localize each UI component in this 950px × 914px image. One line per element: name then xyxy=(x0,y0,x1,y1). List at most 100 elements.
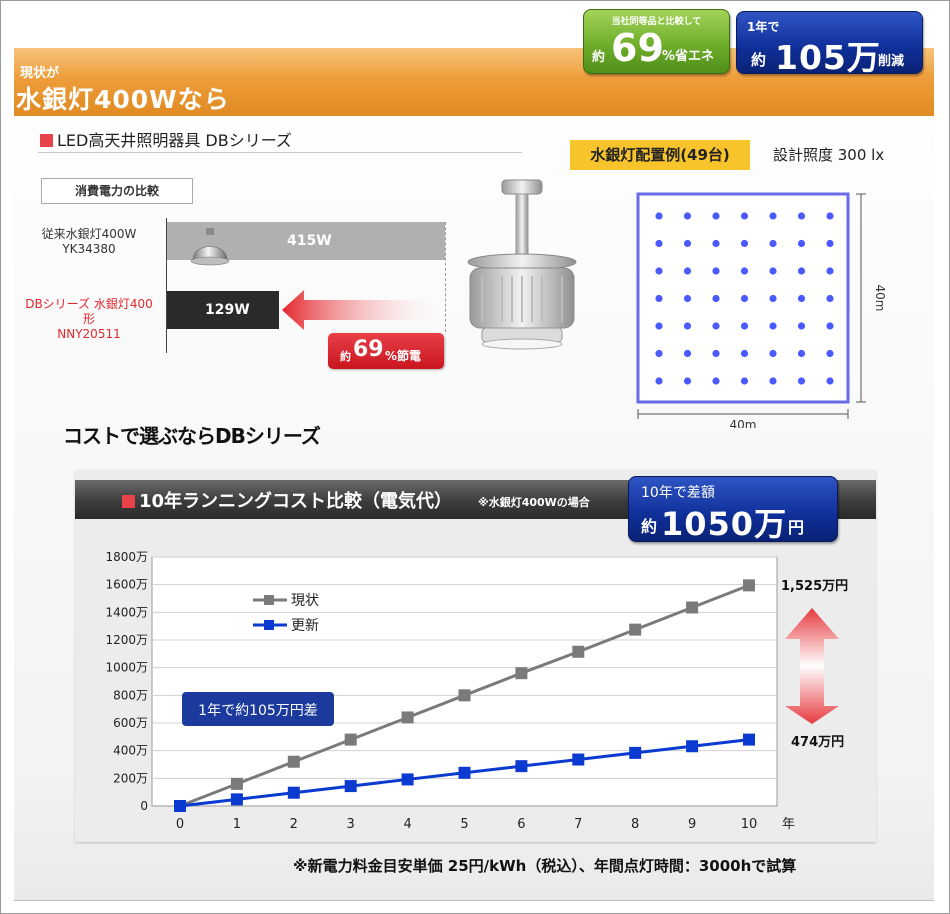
ten-year-difference-badge: 10年で差額 約 1050万 円 xyxy=(628,476,838,543)
lamp-position-dot xyxy=(769,349,777,358)
lamp-position-dot xyxy=(826,349,834,358)
lamp-position-dot xyxy=(712,377,720,385)
badge-unit: %節電 xyxy=(385,349,422,363)
running-cost-chart: 0200万400万600万800万1000万1200万1400万1600万180… xyxy=(105,550,848,832)
data-point xyxy=(458,689,471,702)
dashed-guide xyxy=(445,222,446,332)
power-saving-badge: 約 69 %節電 xyxy=(328,333,444,369)
lamp-position-dot xyxy=(797,212,806,220)
lamp-position-dot xyxy=(826,239,834,248)
badge-caption: 10年で差額 xyxy=(641,485,715,501)
x-tick-label: 8 xyxy=(631,817,639,832)
badge-value: 69 xyxy=(611,26,664,70)
end-label-current: 1,525万円 xyxy=(781,579,848,594)
x-tick-label: 4 xyxy=(403,817,411,832)
data-point xyxy=(686,601,699,614)
badge-value: 69 xyxy=(353,337,384,362)
y-tick-label: 1600万 xyxy=(105,578,148,592)
lamp-position-dot xyxy=(712,322,720,330)
legend-marker xyxy=(264,620,274,630)
lamp-position-dot xyxy=(740,294,749,303)
lamp-position-dot xyxy=(655,349,663,358)
lamp-position-dot xyxy=(769,377,777,385)
lamp-position-dot xyxy=(712,239,720,248)
lamp-position-dot xyxy=(769,267,777,275)
lamp-position-dot xyxy=(769,239,777,248)
data-point xyxy=(344,780,357,793)
lamp-position-dot xyxy=(655,322,663,330)
x-tick-label: 7 xyxy=(574,817,582,832)
badge-unit: 削減 xyxy=(878,54,905,69)
x-tick-label: 10 xyxy=(741,817,758,832)
lamp-position-dot xyxy=(683,239,692,248)
end-label-new: 474万円 xyxy=(791,735,844,750)
chart-title: 10年ランニングコスト比較（電気代） xyxy=(122,487,452,513)
data-point xyxy=(401,773,414,786)
chart-title-text: 10年ランニングコスト比較（電気代） xyxy=(139,491,453,512)
x-tick-label: 9 xyxy=(688,817,696,832)
bar-axis xyxy=(166,218,167,353)
lamp-position-dot xyxy=(797,322,806,330)
energy-saving-badge: 当社同等品と比較して 約 69 %省エネ xyxy=(583,9,730,74)
led-fixture-icon xyxy=(467,179,577,350)
lamp-position-dot xyxy=(797,294,806,303)
old-lamp-name: 従来水銀灯400W xyxy=(41,227,137,241)
banner-subtitle: 現状が xyxy=(20,66,60,81)
lamp-position-dot xyxy=(683,294,692,303)
data-point xyxy=(686,740,699,753)
lamp-position-dot xyxy=(740,377,749,385)
y-tick-label: 400万 xyxy=(113,744,148,758)
cost-heading: コストで選ぶならDBシリーズ xyxy=(63,424,321,448)
reduction-arrow-icon xyxy=(282,290,442,330)
y-tick-label: 800万 xyxy=(113,688,148,702)
data-point xyxy=(401,711,414,724)
badge-prefix: 約 xyxy=(340,350,351,363)
badge-caption: 1年で xyxy=(747,20,780,34)
legend-marker xyxy=(264,595,274,605)
badge-prefix: 約 xyxy=(592,50,606,65)
callout-text: 1年で約105万円差 xyxy=(198,703,318,719)
new-lamp-model: NNY20511 xyxy=(57,327,121,341)
x-tick-label: 1 xyxy=(233,817,241,832)
mercury-lamp-icon xyxy=(190,228,230,266)
lamp-position-dot xyxy=(826,294,834,303)
lamp-position-dot xyxy=(740,349,749,358)
lamp-position-dot xyxy=(769,322,777,330)
section-divider xyxy=(38,152,522,153)
data-point xyxy=(174,800,186,812)
data-point xyxy=(515,760,528,773)
lamp-position-dot xyxy=(769,294,777,303)
footnote: ※新電力料金目安単価 25円/kWh（税込）、年間点灯時間：3000hで試算 xyxy=(293,857,797,875)
new-lamp-name: DBシリーズ 水銀灯400形 xyxy=(25,297,153,326)
lamp-position-dot xyxy=(683,267,692,275)
data-point xyxy=(572,645,585,658)
height-label: 40m xyxy=(873,285,885,312)
data-point xyxy=(230,777,243,790)
lamp-position-dot xyxy=(797,349,806,358)
new-lamp-label: DBシリーズ 水銀灯400形 NNY20511 xyxy=(22,297,156,342)
design-illuminance: 設計照度 300 lx xyxy=(773,146,885,164)
layout-example-tag: 水銀灯配置例(49台) xyxy=(570,140,750,170)
badge-value: 105万 xyxy=(775,38,881,77)
x-unit-label: 年 xyxy=(782,817,795,832)
lamp-position-dot xyxy=(740,267,749,275)
lamp-position-dot xyxy=(826,212,834,220)
lamp-position-dot xyxy=(683,349,692,358)
data-point xyxy=(572,753,585,766)
lamp-position-dot xyxy=(712,349,720,358)
red-square-icon xyxy=(122,495,135,508)
lamp-position-dot xyxy=(683,212,692,220)
y-tick-label: 1000万 xyxy=(105,661,148,675)
badge-unit: %省エネ xyxy=(662,49,715,64)
lamp-position-dot xyxy=(797,377,806,385)
y-tick-label: 200万 xyxy=(113,771,148,785)
lamp-position-dot xyxy=(826,377,834,385)
lamp-position-dot xyxy=(683,322,692,330)
lamp-position-dot xyxy=(712,294,720,303)
old-lamp-label: 従来水銀灯400W YK34380 xyxy=(22,227,156,257)
data-point xyxy=(629,746,642,759)
data-point xyxy=(515,667,528,680)
old-power-value: 415W xyxy=(287,233,332,249)
lamp-position-dot xyxy=(826,322,834,330)
lamp-position-dot xyxy=(740,322,749,330)
